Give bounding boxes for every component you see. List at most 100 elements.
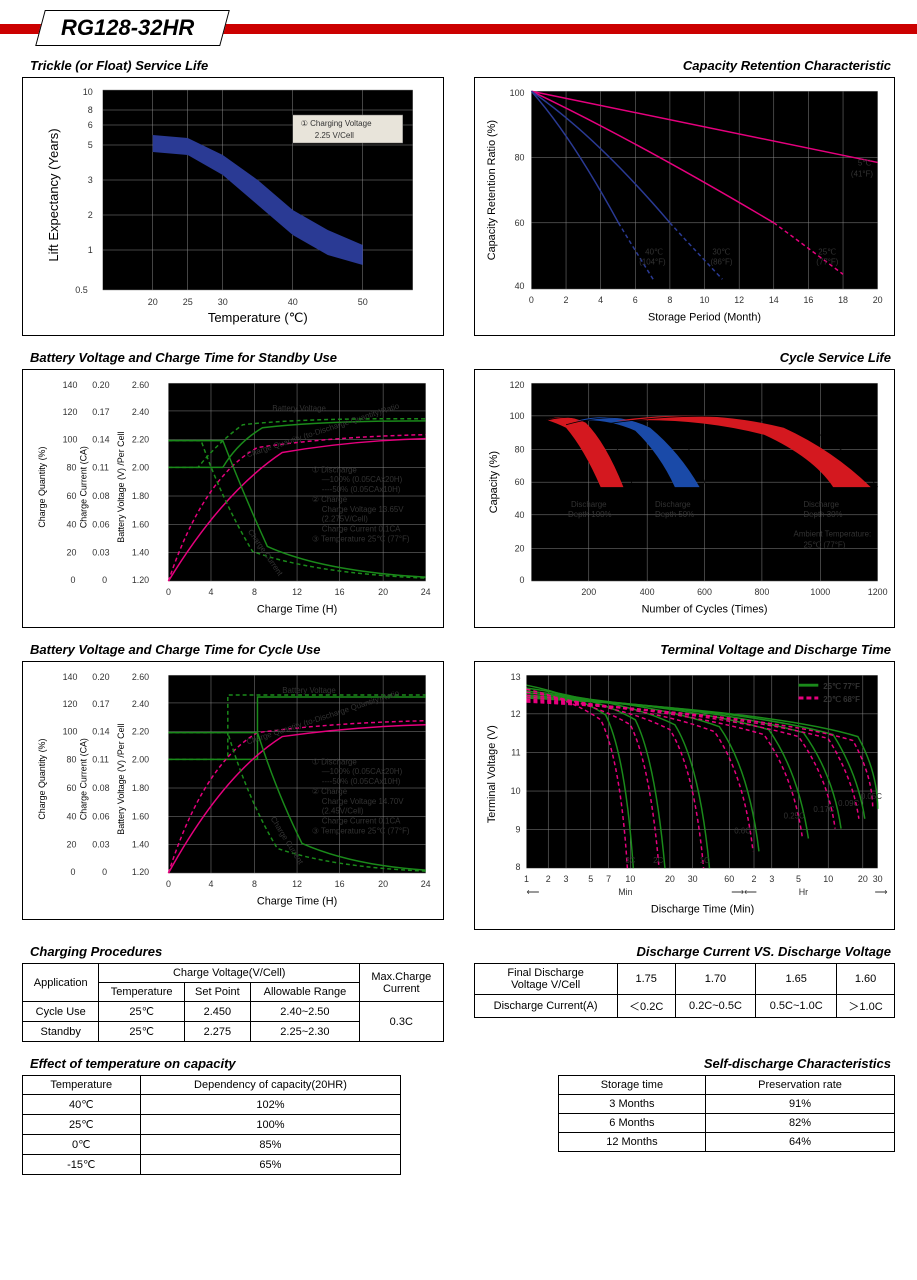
svg-text:18: 18 (838, 295, 848, 305)
svg-text:3: 3 (769, 874, 774, 884)
svg-text:200: 200 (581, 587, 596, 597)
svg-text:0: 0 (71, 867, 76, 877)
svg-text:20℃ 68°F: 20℃ 68°F (823, 695, 860, 704)
svg-text:80: 80 (67, 462, 77, 472)
svg-text:120: 120 (63, 407, 78, 417)
discharge-v-table: Final Discharge Voltage V/Cell 1.75 1.70… (474, 963, 896, 1018)
svg-text:① Discharge: ① Discharge (312, 465, 357, 474)
svg-text:20: 20 (857, 874, 867, 884)
svg-text:0: 0 (102, 575, 107, 585)
svg-text:2.00: 2.00 (132, 754, 149, 764)
svg-text:20: 20 (67, 839, 77, 849)
svg-text:16: 16 (335, 587, 345, 597)
svg-text:13: 13 (510, 672, 520, 682)
cycle-life-chart: DischargeDepth 100% DischargeDepth 50% D… (474, 369, 896, 628)
svg-text:Battery Voltage (V) /Per Cell: Battery Voltage (V) /Per Cell (116, 431, 126, 542)
trickle-title: Trickle (or Float) Service Life (30, 58, 444, 73)
svg-text:0: 0 (528, 295, 533, 305)
svg-text:20: 20 (378, 587, 388, 597)
terminal-chart: 25℃ 77°F 20℃ 68°F 3C2C1C 0.6C0.25C 0.17C… (474, 661, 896, 930)
svg-text:100: 100 (63, 435, 78, 445)
svg-text:1.80: 1.80 (132, 783, 149, 793)
svg-text:20: 20 (67, 547, 77, 557)
svg-text:9: 9 (515, 825, 520, 835)
cycle-use-title: Battery Voltage and Charge Time for Cycl… (30, 642, 444, 657)
svg-text:Capacity (%): Capacity (%) (487, 451, 499, 513)
svg-text:Charge Current (CA): Charge Current (CA) (78, 446, 88, 528)
svg-text:1: 1 (523, 874, 528, 884)
svg-text:80: 80 (514, 152, 524, 162)
svg-text:120: 120 (63, 699, 78, 709)
svg-text:Depth 100%: Depth 100% (568, 510, 612, 519)
svg-text:20: 20 (872, 295, 882, 305)
svg-text:2.60: 2.60 (132, 380, 149, 390)
svg-text:20: 20 (378, 879, 388, 889)
cycle-life-title: Cycle Service Life (482, 350, 892, 365)
svg-text:60: 60 (724, 874, 734, 884)
svg-text:Ambient Temperature:: Ambient Temperature: (793, 530, 871, 539)
svg-text:2C: 2C (653, 856, 663, 865)
svg-text:0.14: 0.14 (92, 435, 109, 445)
svg-text:40℃: 40℃ (645, 247, 663, 256)
svg-text:----50% (0.05CAx10H): ----50% (0.05CAx10H) (322, 777, 401, 786)
th-sp: Set Point (184, 983, 250, 1002)
svg-text:1.20: 1.20 (132, 575, 149, 585)
svg-text:② Charge: ② Charge (312, 495, 348, 504)
svg-text:8: 8 (252, 587, 257, 597)
svg-text:140: 140 (63, 380, 78, 390)
svg-text:5: 5 (796, 874, 801, 884)
svg-text:Discharge: Discharge (570, 500, 606, 509)
svg-text:60: 60 (514, 477, 524, 487)
svg-text:(2.275V/Cell): (2.275V/Cell) (322, 515, 369, 524)
svg-text:5: 5 (88, 140, 93, 150)
svg-text:2.20: 2.20 (132, 727, 149, 737)
model-badge: RG128-32HR (35, 10, 230, 46)
svg-text:1C: 1C (699, 856, 709, 865)
svg-text:Depth 30%: Depth 30% (803, 510, 842, 519)
svg-text:40: 40 (67, 520, 77, 530)
svg-text:10: 10 (823, 874, 833, 884)
svg-text:0.17: 0.17 (92, 699, 109, 709)
svg-text:2: 2 (563, 295, 568, 305)
svg-text:25: 25 (183, 297, 193, 307)
self-discharge-title: Self-discharge Characteristics (482, 1056, 892, 1071)
svg-text:0: 0 (102, 867, 107, 877)
cycle-life-svg: DischargeDepth 100% DischargeDepth 50% D… (477, 372, 893, 622)
svg-text:(77°F): (77°F) (816, 257, 838, 266)
svg-text:⟵: ⟵ (526, 887, 539, 897)
svg-text:4: 4 (209, 587, 214, 597)
svg-text:24: 24 (421, 587, 431, 597)
svg-text:7: 7 (606, 874, 611, 884)
svg-text:60: 60 (67, 783, 77, 793)
svg-text:0.03: 0.03 (92, 547, 109, 557)
svg-text:100: 100 (509, 88, 524, 98)
svg-text:Discharge: Discharge (655, 500, 691, 509)
svg-text:2: 2 (88, 210, 93, 220)
svg-text:0.06: 0.06 (92, 812, 109, 822)
terminal-svg: 25℃ 77°F 20℃ 68°F 3C2C1C 0.6C0.25C 0.17C… (477, 664, 893, 924)
svg-text:Charge Time (H): Charge Time (H) (257, 896, 337, 908)
svg-text:② Charge: ② Charge (312, 787, 348, 796)
svg-text:50: 50 (358, 297, 368, 307)
svg-text:3C: 3C (625, 856, 635, 865)
svg-text:2: 2 (545, 874, 550, 884)
svg-text:(104°F): (104°F) (639, 257, 666, 266)
svg-text:Min: Min (618, 887, 632, 897)
svg-text:③ Temperature 25℃ (77°F): ③ Temperature 25℃ (77°F) (312, 827, 410, 836)
svg-text:0.05C: 0.05C (860, 792, 881, 801)
cycle-use-svg: Battery Voltage Charge Quantity (to-Disc… (25, 664, 441, 914)
svg-text:20: 20 (664, 874, 674, 884)
svg-text:20: 20 (148, 297, 158, 307)
svg-text:2.00: 2.00 (132, 462, 149, 472)
svg-text:1000: 1000 (810, 587, 830, 597)
svg-text:----50% (0.05CAx10H): ----50% (0.05CAx10H) (322, 485, 401, 494)
svg-text:600: 600 (697, 587, 712, 597)
svg-text:400: 400 (639, 587, 654, 597)
svg-text:0.20: 0.20 (92, 380, 109, 390)
svg-text:—100% (0.05CAx20H): —100% (0.05CAx20H) (322, 767, 403, 776)
svg-text:8: 8 (515, 862, 520, 872)
svg-text:60: 60 (67, 491, 77, 501)
svg-text:25℃ (77°F): 25℃ (77°F) (803, 540, 845, 549)
th-fdv: Final Discharge Voltage V/Cell (474, 964, 617, 995)
svg-text:10: 10 (83, 87, 93, 97)
